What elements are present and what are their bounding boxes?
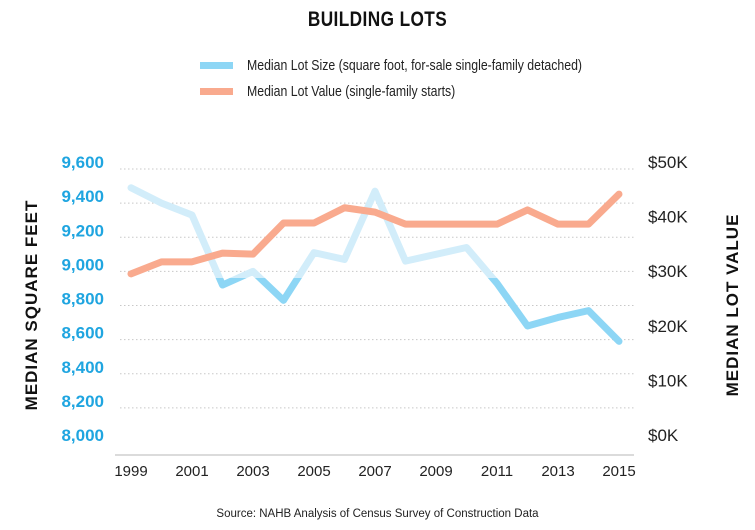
x-tick-label: 2013 (541, 463, 574, 480)
series-line-lot-value (127, 190, 623, 278)
x-tick-label: 2005 (297, 463, 330, 480)
left-tick-label: 9,600 (61, 153, 104, 172)
x-tick-label: 1999 (114, 463, 147, 480)
left-tick-label: 9,000 (61, 255, 104, 274)
right-axis-title: MEDIAN LOT VALUE (723, 214, 742, 397)
source-note: Source: NAHB Analysis of Census Survey o… (216, 508, 539, 520)
right-tick-label: $40K (648, 208, 688, 227)
x-tick-label: 2015 (602, 463, 635, 480)
left-tick-label: 9,400 (61, 187, 104, 206)
right-tick-label: $50K (648, 153, 688, 172)
chart-title: BUILDING LOTS (307, 8, 448, 31)
left-tick-label: 8,000 (61, 426, 104, 445)
series-line-lot-size (215, 278, 623, 345)
x-tick-label: 2001 (175, 463, 208, 480)
left-axis-title: MEDIAN SQUARE FEET (22, 200, 41, 411)
right-tick-label: $0K (648, 426, 679, 445)
legend-swatch-lot-value (200, 87, 233, 95)
right-tick-label: $30K (648, 262, 688, 281)
left-tick-label: 8,400 (61, 358, 104, 377)
legend-label-lot-value: Median Lot Value (single-family starts) (247, 82, 456, 100)
left-tick-label: 8,600 (61, 324, 104, 343)
series-line-lot-size-upper (127, 184, 498, 278)
x-tick-label: 2007 (358, 463, 391, 480)
left-tick-label: 8,800 (61, 290, 104, 309)
right-tick-label: $20K (648, 317, 688, 336)
left-tick-label: 9,200 (61, 221, 104, 240)
legend-item-lot-value: Median Lot Value (single-family starts) (200, 78, 656, 104)
right-tick-label: $10K (648, 371, 688, 390)
x-tick-label: 2011 (481, 463, 513, 480)
legend-swatch-lot-size (200, 61, 233, 69)
legend-item-lot-size: Median Lot Size (square foot, for-sale s… (200, 52, 656, 78)
x-tick-label: 2003 (236, 463, 269, 480)
legend-label-lot-size: Median Lot Size (square foot, for-sale s… (247, 56, 583, 74)
legend: Median Lot Size (square foot, for-sale s… (200, 52, 656, 104)
x-tick-label: 2009 (419, 463, 452, 480)
left-tick-label: 8,200 (61, 392, 104, 411)
